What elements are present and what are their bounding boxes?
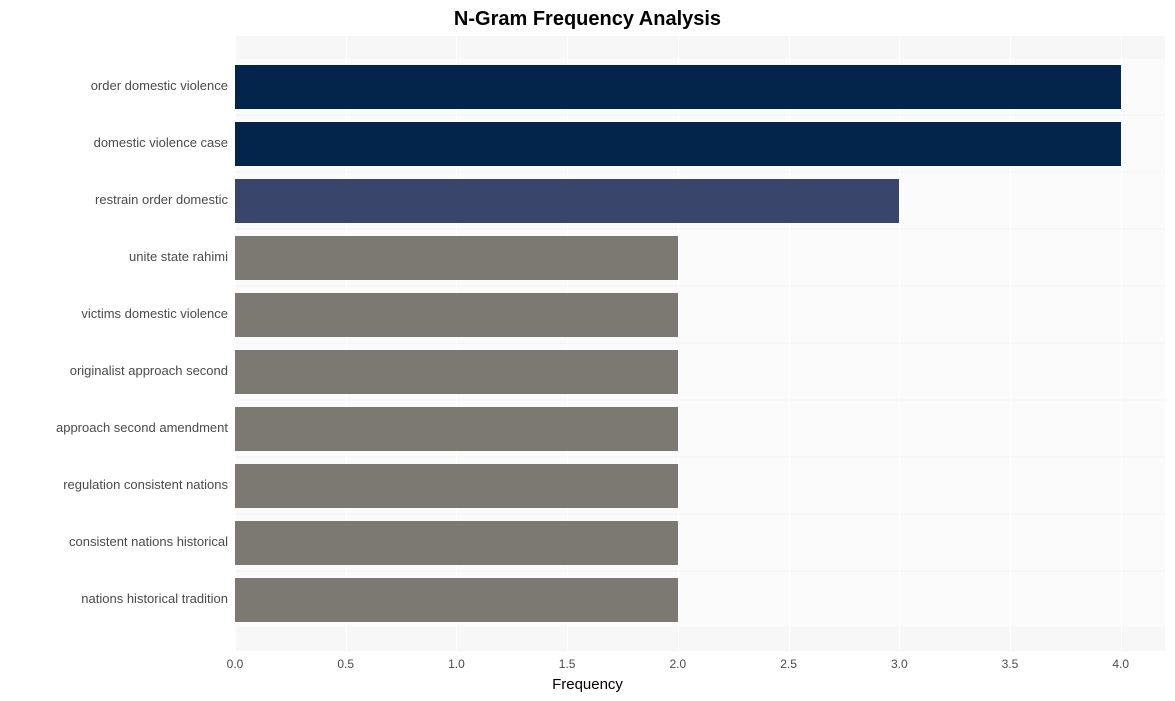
y-tick-label: nations historical tradition	[0, 591, 228, 606]
bar	[235, 407, 678, 451]
bar	[235, 236, 678, 280]
x-tick-label: 2.0	[670, 657, 687, 671]
x-tick-label: 0.0	[227, 657, 244, 671]
y-tick-label: victims domestic violence	[0, 306, 228, 321]
x-tick-label: 2.5	[780, 657, 797, 671]
bar	[235, 521, 678, 565]
x-grid-line	[1121, 36, 1122, 651]
x-tick-label: 1.0	[448, 657, 465, 671]
bar	[235, 65, 1121, 109]
x-tick-label: 4.0	[1112, 657, 1129, 671]
bar	[235, 464, 678, 508]
plot-area	[235, 36, 1165, 651]
ngram-frequency-chart: N-Gram Frequency Analysis Frequency orde…	[0, 0, 1175, 701]
y-tick-label: domestic violence case	[0, 135, 228, 150]
x-axis-label: Frequency	[0, 676, 1175, 693]
y-tick-label: regulation consistent nations	[0, 477, 228, 492]
bar	[235, 578, 678, 622]
y-tick-label: consistent nations historical	[0, 534, 228, 549]
x-tick-label: 3.0	[891, 657, 908, 671]
y-tick-label: order domestic violence	[0, 78, 228, 93]
y-tick-label: originalist approach second	[0, 363, 228, 378]
y-tick-label: approach second amendment	[0, 420, 228, 435]
bar	[235, 293, 678, 337]
y-tick-label: restrain order domestic	[0, 192, 228, 207]
bar	[235, 122, 1121, 166]
x-tick-label: 0.5	[337, 657, 354, 671]
x-tick-label: 3.5	[1002, 657, 1019, 671]
y-tick-label: unite state rahimi	[0, 249, 228, 264]
bar	[235, 179, 899, 223]
bar	[235, 350, 678, 394]
chart-title: N-Gram Frequency Analysis	[0, 8, 1175, 31]
x-tick-label: 1.5	[559, 657, 576, 671]
